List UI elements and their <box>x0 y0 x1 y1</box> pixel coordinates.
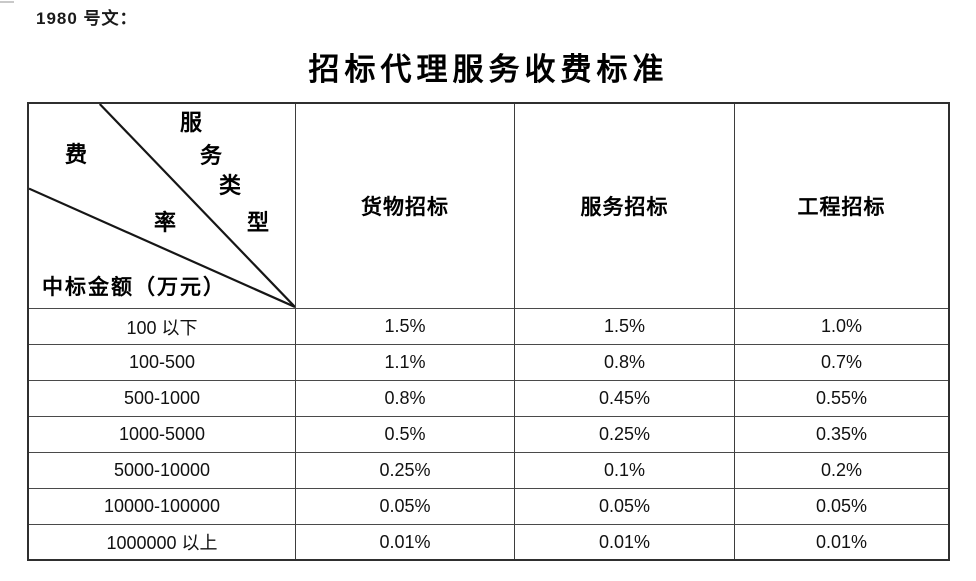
fee-table: 服 务 类 型 费 率 中标金额（万元） 货物招标 服务招标 工程招标 100 … <box>27 102 950 561</box>
fee-cell-services: 0.25% <box>515 417 735 453</box>
column-header-works-bidding: 工程招标 <box>735 104 948 309</box>
fee-cell-goods: 1.1% <box>296 345 515 381</box>
column-header-service-bidding: 服务招标 <box>515 104 735 309</box>
row-range-cell: 10000-100000 <box>29 489 296 525</box>
fee-cell-works: 0.35% <box>735 417 948 453</box>
row-range-cell: 100 以下 <box>29 309 296 345</box>
row-range-cell: 100-500 <box>29 345 296 381</box>
corner-header-cell: 服 务 类 型 费 率 中标金额（万元） <box>29 104 296 309</box>
fee-cell-works: 0.01% <box>815 531 868 552</box>
row-range-cell: 1000-5000 <box>29 417 296 453</box>
fee-cell-services: 0.45% <box>515 381 735 417</box>
fee-cell-works: 0.05% <box>735 489 948 525</box>
bid-amount-label: 中标金额（万元） <box>42 275 226 299</box>
fee-rate-char-2: 率 <box>154 210 177 235</box>
row-range-cell: 500-1000 <box>29 381 296 417</box>
fee-cell-goods: 1.5% <box>296 309 515 345</box>
fee-cell-works: 0.2% <box>735 453 948 489</box>
fee-cell-goods: 0.5% <box>296 417 515 453</box>
fee-cell-goods: 0.25% <box>296 453 515 489</box>
fee-cell-services: 1.5% <box>515 309 735 345</box>
fee-rate-char-1: 费 <box>65 142 88 167</box>
service-type-char-3: 类 <box>219 173 242 198</box>
service-type-char-1: 服 <box>180 110 203 135</box>
row-range-cell: 1000000 以上 <box>29 525 296 559</box>
fee-cell-services: 0.05% <box>515 489 735 525</box>
page-title: 招标代理服务收费标准 <box>308 52 669 87</box>
diagonal-divider-lines <box>29 104 295 308</box>
service-type-char-4: 型 <box>247 210 270 235</box>
fee-cell-works: 0.55% <box>735 381 948 417</box>
fee-cell-goods: 0.05% <box>296 489 515 525</box>
column-header-goods-bidding: 货物招标 <box>296 104 515 309</box>
fee-cell-works: 1.0% <box>735 309 948 345</box>
fee-cell-services: 0.1% <box>515 453 735 489</box>
fee-cell-goods: 0.8% <box>296 381 515 417</box>
doc-number-label: 1980 号文： <box>36 9 138 28</box>
fee-cell-works: 0.7% <box>735 345 948 381</box>
service-type-char-2: 务 <box>200 143 223 168</box>
fee-cell-services: 0.01% <box>515 525 735 559</box>
fee-cell-goods: 0.01% <box>296 525 515 559</box>
page-edge-artifact <box>0 1 14 3</box>
fee-cell-services: 0.8% <box>515 345 735 381</box>
row-range-cell: 5000-10000 <box>29 453 296 489</box>
